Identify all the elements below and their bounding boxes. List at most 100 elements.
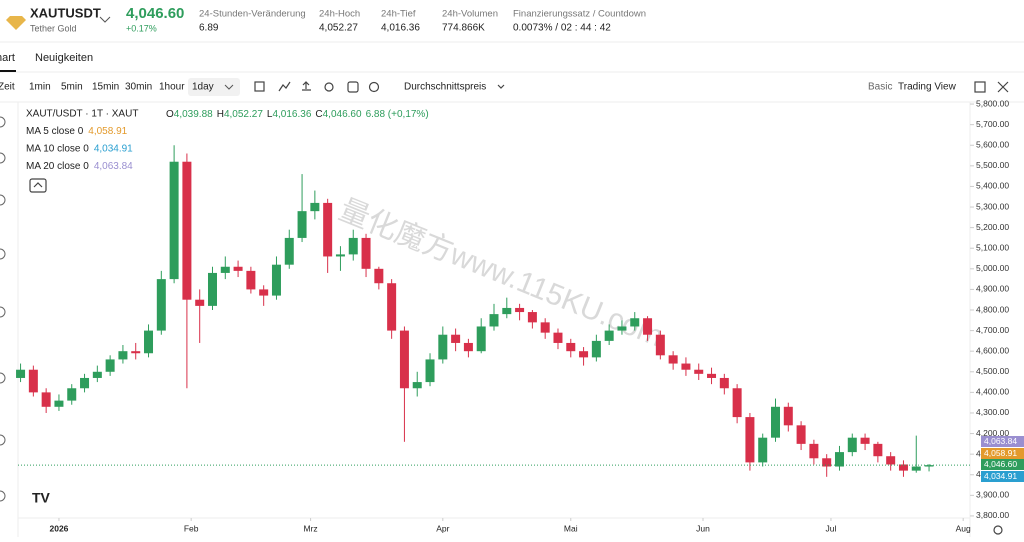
icon[interactable] <box>278 81 291 92</box>
price-type[interactable]: Durchschnittspreis <box>404 82 486 93</box>
symbol: XAUTUSDT <box>30 5 101 20</box>
y-tick-label: 4,300.00 <box>976 407 1009 417</box>
y-tick-label: 4,900.00 <box>976 284 1009 294</box>
candle-body <box>834 452 844 467</box>
price-badge <box>981 448 1024 459</box>
stat-value: 4,052.27 <box>319 23 358 34</box>
icon[interactable] <box>0 194 6 206</box>
candle-body <box>54 400 64 407</box>
candle-body <box>502 307 512 315</box>
legend-title: XAUT/USDT · 1T · XAUT <box>26 109 138 120</box>
interval[interactable]: 15min <box>92 82 119 93</box>
ohlc-change: 6.88 (+0,17%) <box>366 109 429 120</box>
y-tick-label: 3,900.00 <box>976 490 1009 500</box>
candle-body <box>630 318 640 327</box>
icon[interactable] <box>254 81 265 92</box>
candle-body <box>898 464 908 471</box>
icon[interactable] <box>997 81 1009 93</box>
icon[interactable] <box>324 82 334 92</box>
legend-ohlc: O4,039.88 H4,052.27 L4,016.36 C4,046.60 6.88… <box>166 109 429 120</box>
icon[interactable] <box>993 525 1003 535</box>
icon[interactable] <box>302 81 311 91</box>
ohlc-key: L <box>267 109 273 120</box>
candle-body <box>451 334 461 343</box>
ohlc-key: O <box>166 109 174 120</box>
candle-body <box>809 443 819 459</box>
icon[interactable] <box>0 306 6 318</box>
icon[interactable] <box>974 81 986 93</box>
y-tick-label: 4,800.00 <box>976 304 1009 314</box>
candle-body <box>668 355 678 364</box>
y-tick-label: 4,600.00 <box>976 345 1009 355</box>
ma-label: MA 20 close 0 <box>26 161 89 172</box>
candle-body <box>259 289 269 296</box>
mode[interactable]: Trading View <box>898 82 957 93</box>
y-tick-label: 4,400.00 <box>976 387 1009 397</box>
tab[interactable]: hart <box>0 52 15 64</box>
icon[interactable] <box>0 248 6 260</box>
candle-body <box>924 465 934 467</box>
icon[interactable] <box>0 116 6 128</box>
price: 4,046.60 <box>126 5 184 22</box>
candle-body <box>399 330 409 389</box>
interval[interactable]: 1min <box>29 82 51 93</box>
candle-body <box>118 351 128 360</box>
candle-body <box>374 268 384 284</box>
price-badge-label: 4,034.91 <box>984 471 1017 481</box>
interval[interactable]: 1hour <box>159 82 185 93</box>
candle-body <box>463 342 473 352</box>
x-tick-label: Jun <box>696 523 710 533</box>
candle-body <box>425 359 435 383</box>
x-tick-label: Mrz <box>304 523 318 533</box>
candle-body <box>617 326 627 331</box>
stat-label: 24h-Hoch <box>319 9 360 20</box>
candle-body <box>131 351 141 354</box>
y-tick-label: 4,500.00 <box>976 366 1009 376</box>
icon[interactable] <box>347 81 359 93</box>
x-tick-label: Jul <box>826 523 837 533</box>
ma-legend: MA 10 close 0 4,034.91 <box>26 143 133 154</box>
icon[interactable] <box>0 372 6 384</box>
icon[interactable] <box>29 178 47 193</box>
candle-body <box>566 342 576 352</box>
interval[interactable]: 30min <box>125 82 152 93</box>
candle-body <box>412 382 422 389</box>
price-badge-label: 4,046.60 <box>984 459 1017 469</box>
icon[interactable] <box>0 152 6 164</box>
price-change: +0.17% <box>126 23 157 33</box>
dropdown-icon[interactable] <box>224 84 234 90</box>
icon[interactable] <box>368 81 380 93</box>
icon[interactable] <box>33 182 43 188</box>
icon[interactable] <box>497 84 505 89</box>
stat-value: 6.89 <box>199 23 219 34</box>
ohlc-value: 4,046.60 <box>323 109 362 120</box>
candle-body <box>540 322 550 333</box>
stat-label: Finanzierungssatz / Countdown <box>513 9 646 20</box>
x-tick-label: Apr <box>436 523 449 533</box>
candle-body <box>489 314 499 327</box>
icon[interactable] <box>0 490 6 502</box>
tab[interactable]: Neuigkeiten <box>35 52 93 64</box>
interval[interactable]: 1day <box>192 82 214 93</box>
icon[interactable] <box>0 434 6 446</box>
x-tick-label: Aug <box>956 523 971 533</box>
y-tick-label: 5,000.00 <box>976 263 1009 273</box>
candle-body <box>271 264 281 296</box>
interval[interactable]: Zeit <box>0 82 15 93</box>
y-tick-label: 5,500.00 <box>976 160 1009 170</box>
ma-value: 4,034.91 <box>94 143 133 154</box>
y-tick-label: 3,800.00 <box>976 510 1009 520</box>
ma-legend: MA 5 close 0 4,058.91 <box>26 126 128 137</box>
candle-body <box>886 456 896 465</box>
candle-body <box>515 307 525 313</box>
selected-interval <box>188 78 240 96</box>
candle-body <box>182 161 192 300</box>
interval[interactable]: 5min <box>61 82 83 93</box>
mode[interactable]: Basic <box>868 82 892 93</box>
toolbar-icons <box>29 81 1009 535</box>
dropdown-icon[interactable] <box>99 16 111 23</box>
symbol-name: Tether Gold <box>30 23 77 33</box>
candle-body <box>911 466 921 471</box>
candle-body <box>335 254 345 257</box>
